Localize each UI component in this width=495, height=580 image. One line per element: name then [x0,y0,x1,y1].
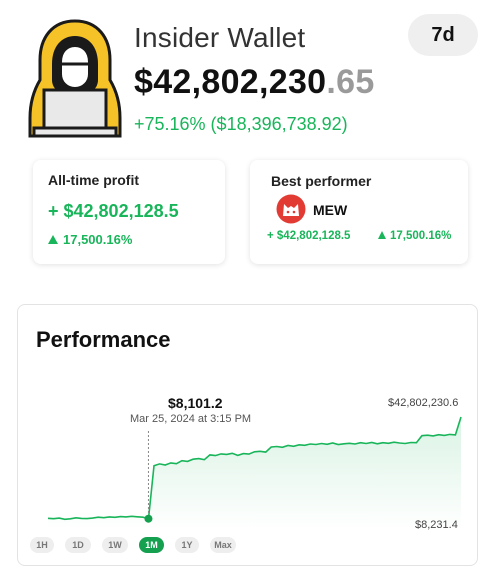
chart-marker[interactable] [144,514,153,523]
mew-token-icon [276,194,306,224]
range-button-1y[interactable]: 1Y [175,537,199,553]
range-button-1m[interactable]: 1M [139,537,164,553]
performance-card: Performance $8,101.2 Mar 25, 2024 at 3:1… [17,304,478,566]
performance-title: Performance [36,327,171,352]
tooltip-value: $8,101.2 [168,395,223,411]
best-performer-value: + $42,802,128.5 [267,230,351,242]
chart-low-label: $8,231.4 [415,519,458,531]
best-performer-card[interactable]: Best performer MEW + $42,802,128.5 17,50… [250,160,468,264]
balance-change: +75.16% ($18,396,738.92) [134,114,348,134]
period-selector-button[interactable]: 7d [408,14,478,56]
chart-area-fill [48,417,461,530]
wallet-title: Insider Wallet [134,22,306,53]
best-performer-percent: 17,500.16% [378,230,451,242]
chart-series-line [47,416,462,521]
best-performer-label: Best performer [271,173,372,189]
tooltip-date: Mar 25, 2024 at 3:15 PM [130,413,252,425]
all-time-profit-percent-text: 17,500.16% [63,232,133,247]
all-time-profit-card: All-time profit + $42,802,128.5 17,500.1… [33,160,225,264]
performance-chart[interactable] [18,305,479,567]
hacker-avatar-icon [28,19,122,138]
up-triangle-icon [48,235,58,244]
range-button-1w[interactable]: 1W [102,537,128,553]
wallet-balance: $42,802,230.65 [134,63,375,102]
balance-cents: .65 [326,63,375,101]
up-triangle-icon [378,231,386,239]
range-selector: 1H 1D 1W 1M 1Y Max [30,537,247,553]
best-performer-token: MEW [313,202,348,218]
all-time-profit-label: All-time profit [48,172,139,188]
chart-high-label: $42,802,230.6 [388,397,459,409]
range-button-max[interactable]: Max [210,537,236,553]
best-performer-percent-text: 17,500.16% [390,230,452,242]
all-time-profit-percent: 17,500.16% [48,232,132,247]
balance-main: $42,802,230 [134,63,327,101]
range-button-1d[interactable]: 1D [65,537,91,553]
all-time-profit-value: + $42,802,128.5 [48,201,179,221]
range-button-1h[interactable]: 1H [30,537,54,553]
